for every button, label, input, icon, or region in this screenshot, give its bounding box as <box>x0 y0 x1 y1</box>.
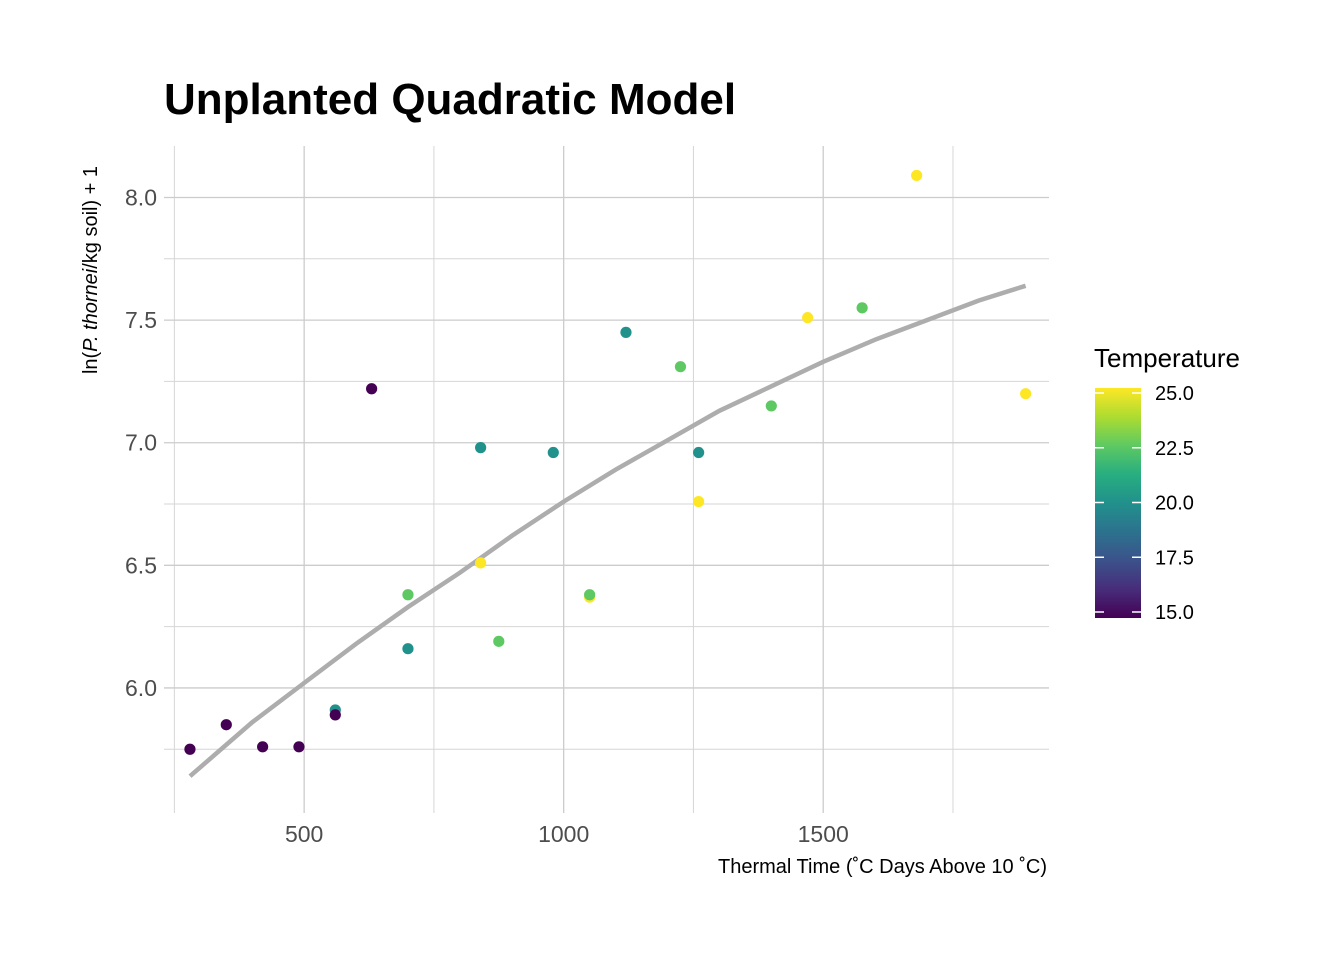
y-tick-label: 7.0 <box>125 430 157 456</box>
data-point <box>257 741 269 753</box>
data-point <box>366 383 378 395</box>
legend-tick-label: 22.5 <box>1155 438 1194 460</box>
chart-title: Unplanted Quadratic Model <box>164 75 736 124</box>
data-point <box>674 361 687 373</box>
y-axis-label-suffix: /kg soil) + 1 <box>80 166 102 269</box>
data-point <box>856 302 868 314</box>
legend-tick-label: 20.0 <box>1155 493 1194 515</box>
data-point <box>293 741 305 753</box>
color-legend: Temperature 15.0 17.5 20.0 22.5 25.0 <box>1094 343 1240 624</box>
data-point <box>475 442 487 454</box>
legend-title: Temperature <box>1094 343 1240 373</box>
y-axis-label-italic: P. thornei <box>80 268 102 352</box>
y-axis-label-prefix: ln( <box>80 351 102 374</box>
data-point <box>1020 388 1032 400</box>
x-tick-label: 500 <box>285 821 323 847</box>
legend-ticks: 15.0 17.5 20.0 22.5 25.0 <box>1095 383 1194 624</box>
legend-tick-label: 17.5 <box>1155 547 1194 569</box>
data-point <box>475 557 487 569</box>
points-group <box>184 169 1032 755</box>
legend-tick-label: 15.0 <box>1155 602 1194 624</box>
y-tick-label: 6.0 <box>125 675 157 701</box>
legend-tick-label: 25.0 <box>1155 383 1194 405</box>
data-point <box>547 446 559 459</box>
data-point <box>220 719 232 731</box>
fit-line <box>188 283 1027 778</box>
data-point <box>802 312 814 324</box>
data-point <box>584 589 596 601</box>
x-tick-label: 1500 <box>798 821 849 847</box>
y-tick-labels: 6.0 6.5 7.0 7.5 8.0 <box>125 184 157 700</box>
y-tick-label: 8.0 <box>125 184 157 210</box>
data-point <box>620 326 632 338</box>
data-point <box>402 643 414 655</box>
data-point <box>693 446 705 459</box>
data-point <box>493 635 505 647</box>
data-point <box>329 709 341 721</box>
grid <box>164 146 1049 813</box>
data-point <box>402 589 414 601</box>
y-axis-label: ln(P. thornei/kg soil) + 1 <box>80 166 102 374</box>
x-axis-label: Thermal Time (˚C Days Above 10 ˚C) <box>718 856 1047 878</box>
x-tick-labels: 500 1000 1500 <box>285 821 849 847</box>
y-tick-label: 7.5 <box>125 307 157 333</box>
x-tick-label: 1000 <box>538 821 589 847</box>
data-point <box>693 495 705 508</box>
fit-line-group <box>188 283 1027 778</box>
data-point <box>184 743 196 755</box>
data-point <box>911 169 923 182</box>
y-tick-label: 6.5 <box>125 552 157 578</box>
data-point <box>765 400 777 412</box>
